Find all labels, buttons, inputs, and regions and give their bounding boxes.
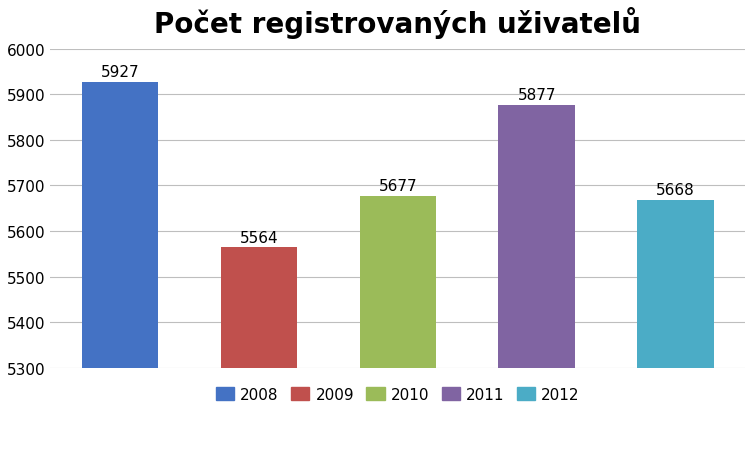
Bar [359, 197, 436, 451]
Text: 5927: 5927 [101, 65, 139, 80]
Text: 5677: 5677 [378, 179, 417, 194]
Title: Počet registrovaných uživatelů: Počet registrovaných uživatelů [154, 7, 641, 39]
Legend: 2008, 2009, 2010, 2011, 2012: 2008, 2009, 2010, 2011, 2012 [210, 381, 586, 408]
Text: 5564: 5564 [239, 230, 278, 245]
Text: 5877: 5877 [517, 88, 556, 103]
Bar [638, 201, 714, 451]
Bar [82, 83, 158, 451]
Bar [220, 248, 297, 451]
Text: 5668: 5668 [656, 183, 695, 198]
Bar [499, 106, 575, 451]
